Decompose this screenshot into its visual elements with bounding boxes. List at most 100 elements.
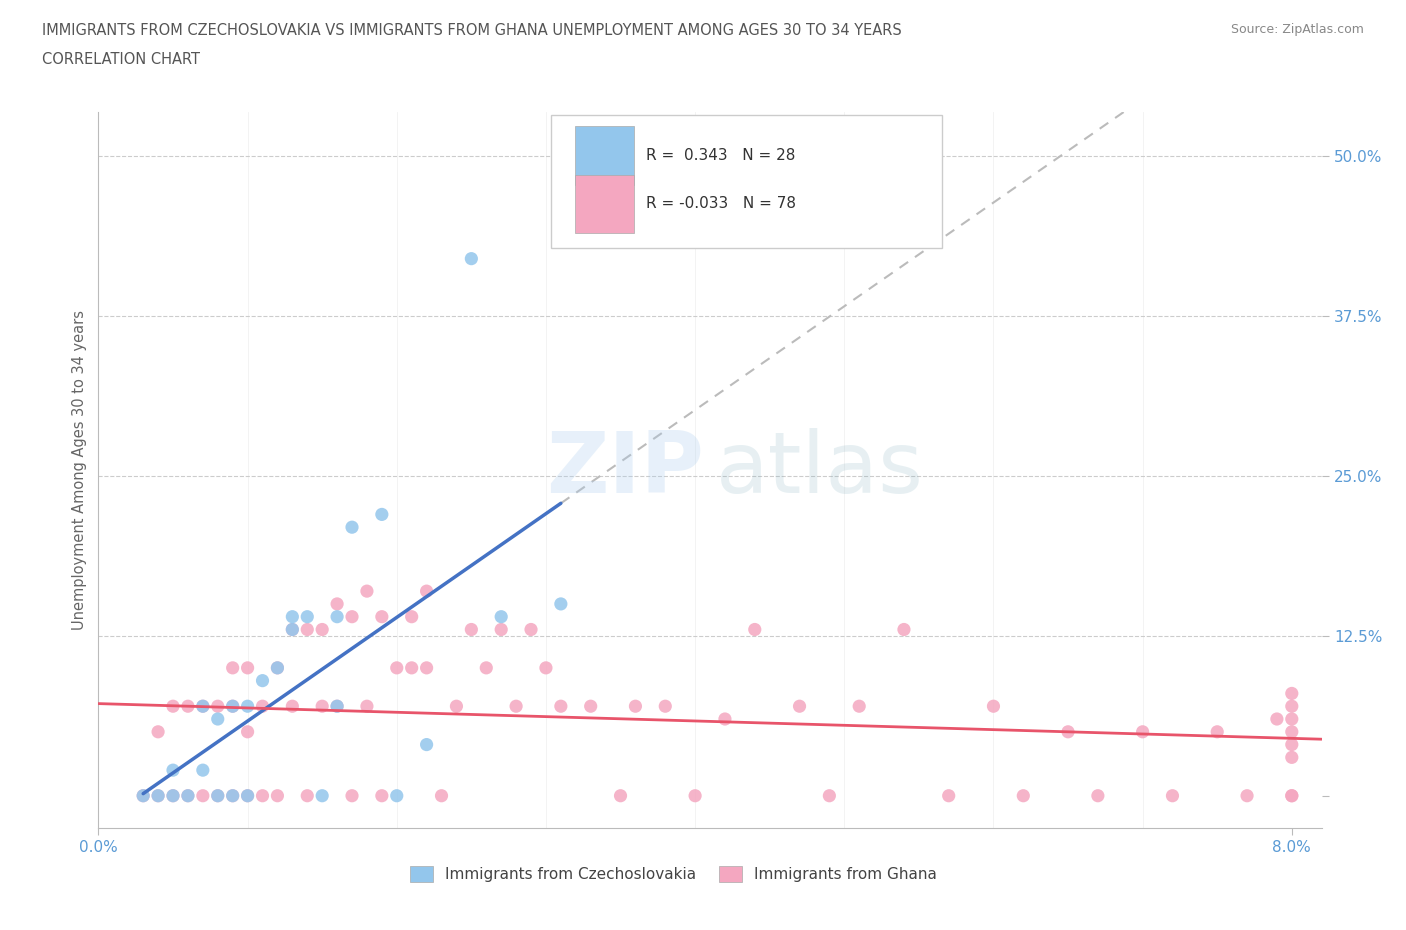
- Point: [371, 609, 394, 624]
- Point: [146, 724, 169, 739]
- Point: [326, 609, 349, 624]
- Point: [446, 698, 468, 713]
- Point: [297, 789, 319, 804]
- Point: [475, 660, 498, 675]
- Point: [146, 789, 169, 804]
- Point: [236, 660, 259, 675]
- Point: [624, 698, 647, 713]
- Point: [683, 789, 706, 804]
- Point: [311, 698, 333, 713]
- Point: [207, 711, 229, 726]
- Point: [356, 698, 378, 713]
- Y-axis label: Unemployment Among Ages 30 to 34 years: Unemployment Among Ages 30 to 34 years: [72, 310, 87, 630]
- Point: [415, 737, 437, 752]
- Point: [1281, 711, 1303, 726]
- Point: [191, 789, 214, 804]
- Point: [654, 698, 676, 713]
- Point: [1281, 789, 1303, 804]
- Point: [132, 789, 155, 804]
- Point: [162, 763, 184, 777]
- Point: [1281, 737, 1303, 752]
- Point: [340, 609, 363, 624]
- Point: [221, 789, 243, 804]
- Point: [297, 622, 319, 637]
- Point: [191, 698, 214, 713]
- Point: [340, 789, 363, 804]
- Point: [326, 698, 349, 713]
- Point: [1206, 724, 1229, 739]
- Point: [132, 789, 155, 804]
- Point: [938, 789, 960, 804]
- Point: [505, 698, 527, 713]
- Point: [401, 660, 423, 675]
- Text: R =  0.343   N = 28: R = 0.343 N = 28: [647, 148, 796, 163]
- Point: [207, 789, 229, 804]
- Point: [266, 660, 288, 675]
- Point: [207, 698, 229, 713]
- Point: [1057, 724, 1080, 739]
- Point: [1281, 750, 1303, 764]
- Point: [385, 660, 408, 675]
- Point: [266, 660, 288, 675]
- FancyBboxPatch shape: [575, 175, 634, 233]
- Point: [236, 724, 259, 739]
- Point: [415, 584, 437, 599]
- Point: [252, 789, 274, 804]
- Point: [311, 622, 333, 637]
- Point: [221, 698, 243, 713]
- Point: [1132, 724, 1154, 739]
- Point: [983, 698, 1005, 713]
- Point: [1161, 789, 1184, 804]
- Point: [371, 789, 394, 804]
- Point: [221, 660, 243, 675]
- Point: [326, 698, 349, 713]
- Point: [1236, 789, 1258, 804]
- Point: [236, 698, 259, 713]
- Point: [848, 698, 870, 713]
- Point: [311, 789, 333, 804]
- Point: [162, 789, 184, 804]
- Point: [162, 698, 184, 713]
- Point: [520, 622, 543, 637]
- Text: ZIP: ZIP: [546, 428, 704, 512]
- Point: [146, 789, 169, 804]
- Point: [236, 789, 259, 804]
- Point: [191, 698, 214, 713]
- Point: [550, 698, 572, 713]
- Point: [1281, 724, 1303, 739]
- Point: [609, 789, 631, 804]
- Point: [818, 789, 841, 804]
- Point: [489, 609, 512, 624]
- Point: [1087, 789, 1109, 804]
- Point: [252, 673, 274, 688]
- Legend: Immigrants from Czechoslovakia, Immigrants from Ghana: Immigrants from Czechoslovakia, Immigran…: [404, 860, 943, 888]
- Point: [221, 789, 243, 804]
- Point: [326, 596, 349, 611]
- Point: [579, 698, 602, 713]
- Point: [1281, 789, 1303, 804]
- Point: [489, 622, 512, 637]
- Point: [281, 698, 304, 713]
- Point: [1012, 789, 1035, 804]
- Point: [550, 596, 572, 611]
- Point: [207, 789, 229, 804]
- Point: [534, 660, 557, 675]
- Point: [1265, 711, 1288, 726]
- Point: [281, 622, 304, 637]
- Point: [401, 609, 423, 624]
- Point: [893, 622, 915, 637]
- Point: [385, 789, 408, 804]
- Point: [236, 789, 259, 804]
- Point: [297, 609, 319, 624]
- Point: [177, 789, 200, 804]
- Point: [221, 698, 243, 713]
- Point: [340, 520, 363, 535]
- Point: [415, 660, 437, 675]
- Point: [430, 789, 453, 804]
- Point: [744, 622, 766, 637]
- Text: atlas: atlas: [716, 428, 924, 512]
- Point: [162, 789, 184, 804]
- Point: [1281, 686, 1303, 701]
- Point: [281, 622, 304, 637]
- Point: [371, 507, 394, 522]
